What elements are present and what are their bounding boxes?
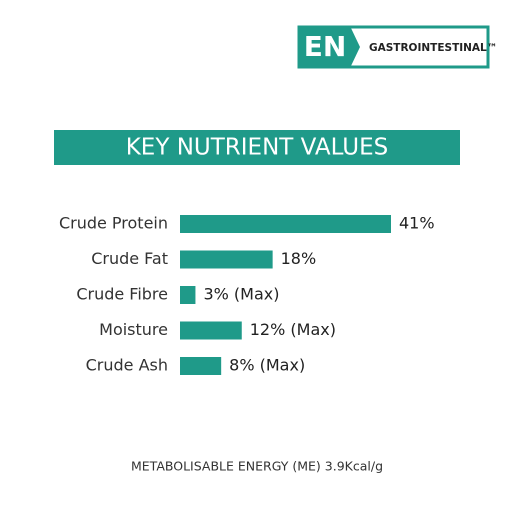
logo-name: GASTROINTESTINAL™ [369,42,497,54]
category-label: Crude Fibre [76,285,168,304]
value-label: 3% (Max) [203,285,279,304]
category-label: Crude Ash [86,356,168,375]
bar [180,357,222,375]
bar [180,286,196,304]
value-label: 18% [281,249,317,268]
logo-badge [298,26,360,68]
bar-chart: Crude Protein 41% Crude Fat 18% Crude Fibre 3… [59,214,435,375]
value-label: 8% (Max) [229,356,305,375]
category-label: Crude Fat [91,249,168,268]
logo: EN GASTROINTESTINAL™ [297,25,497,69]
logo-badge-text: EN [304,30,347,63]
category-label: Crude Protein [59,214,168,233]
value-label: 12% (Max) [250,320,336,339]
chart-title: KEY NUTRIENT VALUES [126,135,389,161]
bar [180,250,273,269]
value-label: 41% [399,214,435,233]
footnote: METABOLISABLE ENERGY (ME) 3.9Kcal/g [131,459,383,474]
bar [180,321,242,340]
title-bar [54,130,460,165]
bar [180,215,391,233]
category-label: Moisture [99,320,168,339]
